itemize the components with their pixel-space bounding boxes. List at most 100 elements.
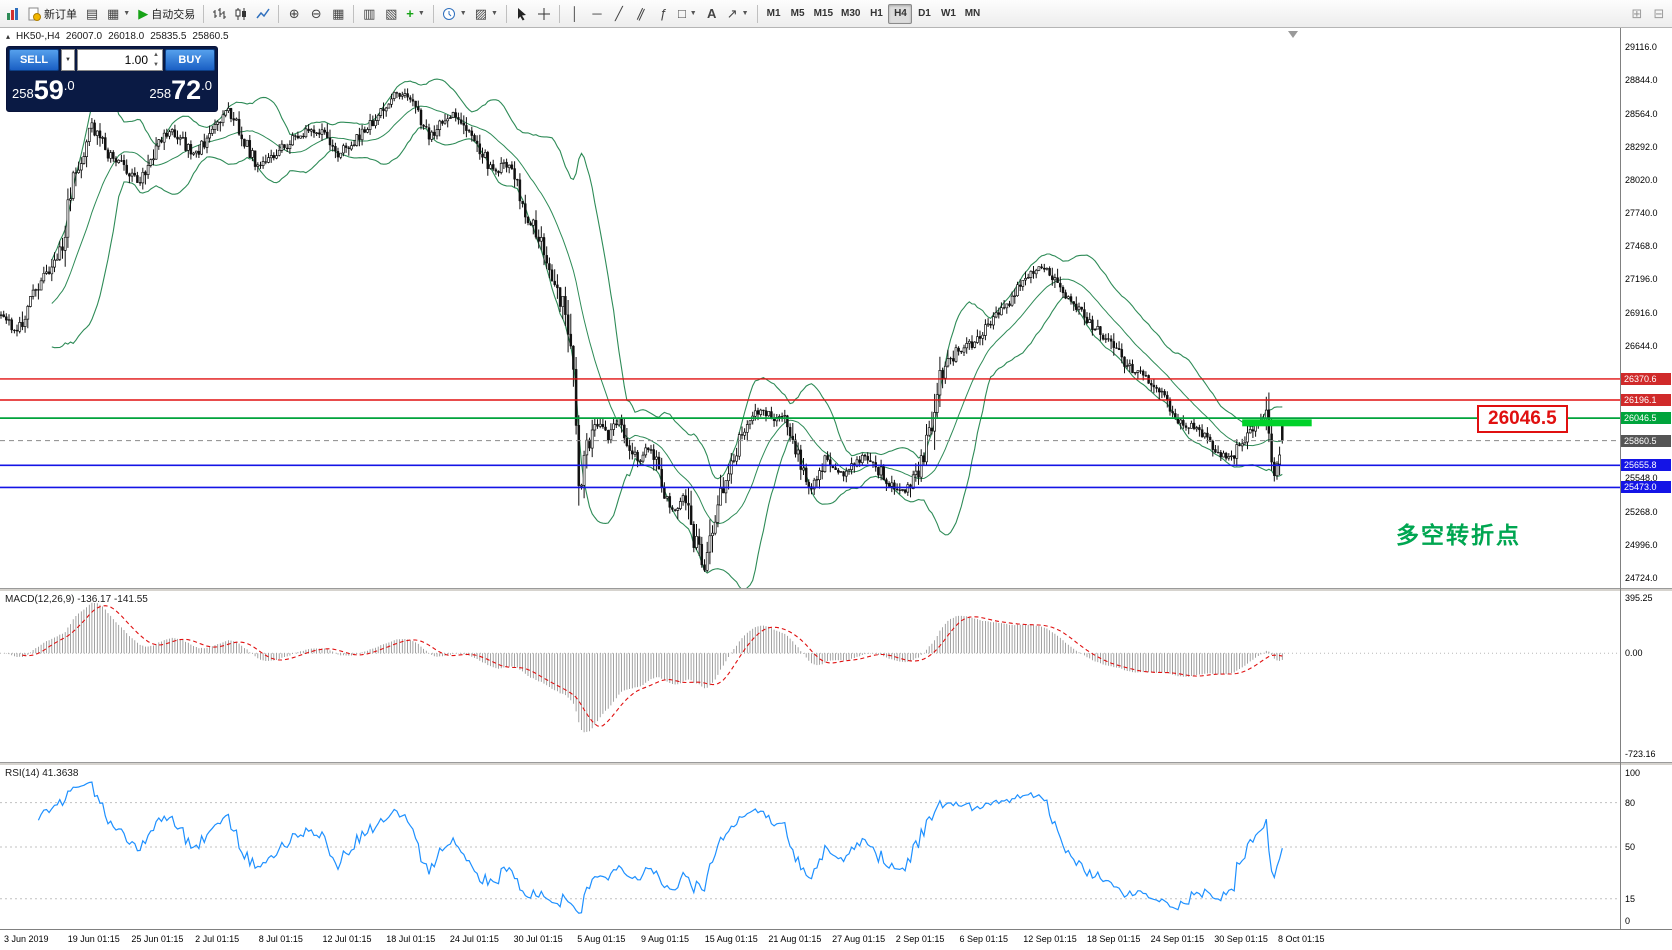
price-axis-tick: 27740.0: [1625, 208, 1658, 219]
toolbar-separator: [203, 4, 205, 23]
time-axis-label: 12 Jul 01:15: [322, 934, 372, 944]
autotrading-button[interactable]: ▶ 自动交易: [134, 3, 199, 25]
horizontal-line-tool-button[interactable]: ─: [586, 3, 608, 25]
line-chart-icon: [256, 8, 270, 18]
time-axis-label: 21 Aug 01:15: [768, 934, 822, 944]
toolbar-separator: [432, 4, 434, 23]
buy-price: 258 72 .0: [149, 76, 212, 104]
new-chart-button[interactable]: [2, 3, 24, 25]
clock-icon: [442, 7, 455, 20]
chart-options-button[interactable]: ⊟: [1648, 3, 1670, 25]
text-tool-button[interactable]: A: [701, 3, 723, 25]
pane-separator[interactable]: [0, 588, 1672, 591]
timeframe-button-m5[interactable]: M5: [786, 4, 810, 24]
line-chart-button[interactable]: [252, 3, 274, 25]
shapes-icon: □: [677, 6, 686, 21]
candlestick-chart-button[interactable]: [230, 3, 252, 25]
arrange-windows-button[interactable]: ▥: [358, 3, 380, 25]
main-chart-canvas[interactable]: [0, 28, 1620, 588]
timeframe-button-d1[interactable]: D1: [912, 4, 936, 24]
time-axis-label: 24 Sep 01:15: [1150, 934, 1205, 944]
shapes-tool-button[interactable]: □ ▼: [674, 3, 701, 25]
price-axis-tick: 25268.0: [1625, 507, 1658, 518]
timeframe-button-m1[interactable]: M1: [762, 4, 786, 24]
chart-marker-icon: ▴: [6, 32, 11, 41]
horizontal-line-icon: ─: [592, 6, 602, 21]
toolbar-separator: [505, 4, 507, 23]
buy-button[interactable]: BUY: [165, 49, 215, 71]
price-level-badge: 26370.6: [1621, 372, 1671, 385]
timeframe-button-w1[interactable]: W1: [936, 4, 960, 24]
time-axis-label: 2 Jul 01:15: [195, 934, 240, 944]
volume-input[interactable]: [77, 49, 163, 71]
new-order-label: 新订单: [44, 8, 77, 21]
price-level-badge: 26046.5: [1621, 412, 1671, 425]
new-order-button[interactable]: 新订单: [24, 3, 81, 25]
time-axis-label: 2 Sep 01:15: [895, 934, 945, 944]
turning-point-note[interactable]: 多空转折点: [1396, 522, 1521, 548]
time-axis-label: 8 Jul 01:15: [258, 934, 303, 944]
caret-down-icon: ▼: [491, 10, 498, 17]
bar-chart-button[interactable]: [208, 3, 230, 25]
timeframe-button-m30[interactable]: M30: [837, 4, 864, 24]
trendline-tool-button[interactable]: ╱: [608, 3, 630, 25]
time-axis-label: 30 Jul 01:15: [513, 934, 563, 944]
price-axis-tick: 28020.0: [1625, 174, 1658, 185]
channel-tool-button[interactable]: ∥: [630, 3, 652, 25]
macd-axis-tick: 395.25: [1625, 593, 1653, 603]
price-axis-tick: 28844.0: [1625, 74, 1658, 85]
toolbar-separator: [278, 4, 280, 23]
zoom-out-button[interactable]: ⊖: [305, 3, 327, 25]
chart-shift-marker[interactable]: [1288, 31, 1298, 38]
zoom-in-button[interactable]: ⊕: [283, 3, 305, 25]
arrows-tool-icon: ↗: [726, 6, 738, 21]
toolbar-right-group: ⊞ ⊟: [1626, 3, 1670, 25]
tile-windows-button[interactable]: ▦: [327, 3, 349, 25]
indicators-button[interactable]: + ▼: [402, 3, 429, 25]
new-order-icon: [28, 7, 41, 21]
vertical-line-tool-button[interactable]: │: [564, 3, 586, 25]
cursor-button[interactable]: [511, 3, 533, 25]
macd-pane-canvas[interactable]: [0, 591, 1620, 762]
arrows-tool-button[interactable]: ↗ ▼: [723, 3, 753, 25]
volume-dropdown[interactable]: ▼: [61, 49, 75, 71]
options-icon: ⊟: [1653, 6, 1665, 21]
buy-price-prefix: 258: [149, 85, 172, 101]
time-axis-label: 18 Jul 01:15: [386, 934, 436, 944]
profiles-icon: ▦: [107, 6, 120, 21]
volume-increase-button[interactable]: ▲: [153, 52, 159, 58]
price-callout-label[interactable]: 26046.5: [1477, 405, 1568, 433]
cascade-windows-button[interactable]: ▧: [380, 3, 402, 25]
fibonacci-tool-button[interactable]: ƒ: [652, 3, 674, 25]
charts-window-button[interactable]: ▤: [81, 3, 103, 25]
caret-down-icon: ▼: [123, 10, 131, 17]
autotrading-label: 自动交易: [151, 8, 196, 21]
ohlc-low: 25835.5: [150, 31, 187, 42]
volume-decrease-button[interactable]: ▼: [153, 62, 159, 68]
ohlc-close: 25860.5: [192, 31, 229, 42]
periods-button[interactable]: ▼: [438, 3, 471, 25]
price-level-badge: 25473.0: [1621, 481, 1671, 494]
arrange-windows-icon: ▥: [363, 6, 376, 21]
time-axis-label: 24 Jul 01:15: [449, 934, 499, 944]
price-level-badge: 25860.5: [1621, 434, 1671, 447]
profiles-button[interactable]: ▦ ▼: [103, 3, 134, 25]
chart-area[interactable]: ▴ HK50-,H4 26007.0 26018.0 25835.5 25860…: [0, 28, 1672, 950]
sell-button[interactable]: SELL: [9, 49, 59, 71]
crosshair-icon: [537, 7, 550, 20]
timeframe-button-m15[interactable]: M15: [810, 4, 837, 24]
timeframe-button-mn[interactable]: MN: [960, 4, 984, 24]
timeframe-button-h4[interactable]: H4: [888, 3, 913, 24]
bar-chart-icon: [213, 7, 227, 19]
templates-icon: ▨: [474, 6, 487, 21]
rsi-pane-canvas[interactable]: [0, 765, 1620, 929]
templates-button[interactable]: ▨ ▼: [471, 3, 502, 25]
time-axis-label: 9 Aug 01:15: [641, 934, 690, 944]
timeframe-button-h1[interactable]: H1: [864, 4, 888, 24]
caret-down-icon: ▼: [417, 10, 425, 17]
chart-properties-button[interactable]: ⊞: [1626, 3, 1648, 25]
crosshair-button[interactable]: [533, 3, 555, 25]
price-axis-tick: 24724.0: [1625, 573, 1658, 583]
pane-separator[interactable]: [0, 762, 1672, 765]
